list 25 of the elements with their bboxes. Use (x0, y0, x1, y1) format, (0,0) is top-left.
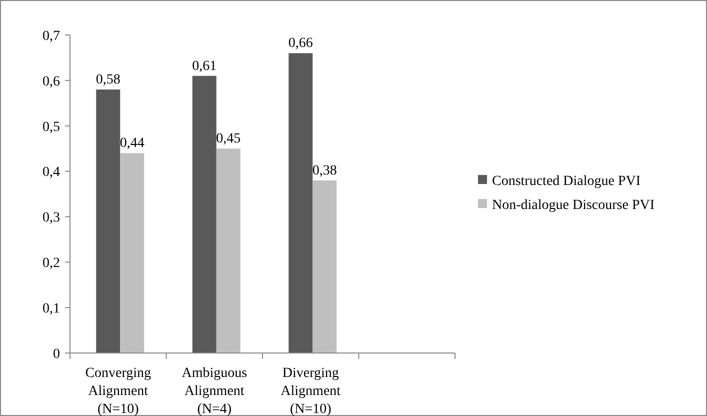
y-tick-label: 0,2 (42, 256, 60, 272)
data-label: 0,45 (216, 132, 241, 147)
bar (312, 180, 337, 353)
data-label: 0,66 (288, 36, 313, 52)
y-tick-label: 0 (53, 346, 60, 362)
x-tick-label: Converging Alignment (N=10) (85, 366, 152, 416)
legend-label: Constructed Dialogue PVI (492, 174, 641, 189)
y-tick-label: 0,4 (42, 165, 60, 180)
data-label: 0,58 (96, 72, 120, 88)
data-label: 0,61 (192, 58, 217, 74)
y-tick-label: 0,1 (42, 301, 60, 316)
bar (192, 76, 216, 353)
y-tick-label: 0,5 (42, 120, 60, 135)
x-tick-label: Diverging Alignment (N=10) (280, 366, 341, 416)
bar (120, 153, 144, 353)
bar (96, 90, 120, 353)
y-tick-label: 0,6 (42, 74, 60, 90)
y-tick-label: 0,7 (42, 28, 60, 44)
x-tick-label: Ambiguous Alignment (N=4) (182, 366, 248, 416)
legend-label: Non-dialogue Discourse PVI (492, 198, 655, 213)
bar (288, 53, 313, 353)
data-label: 0,44 (120, 136, 144, 152)
data-label: 0,38 (312, 163, 337, 178)
bar (216, 148, 240, 353)
y-tick-label: 0,3 (42, 210, 60, 226)
